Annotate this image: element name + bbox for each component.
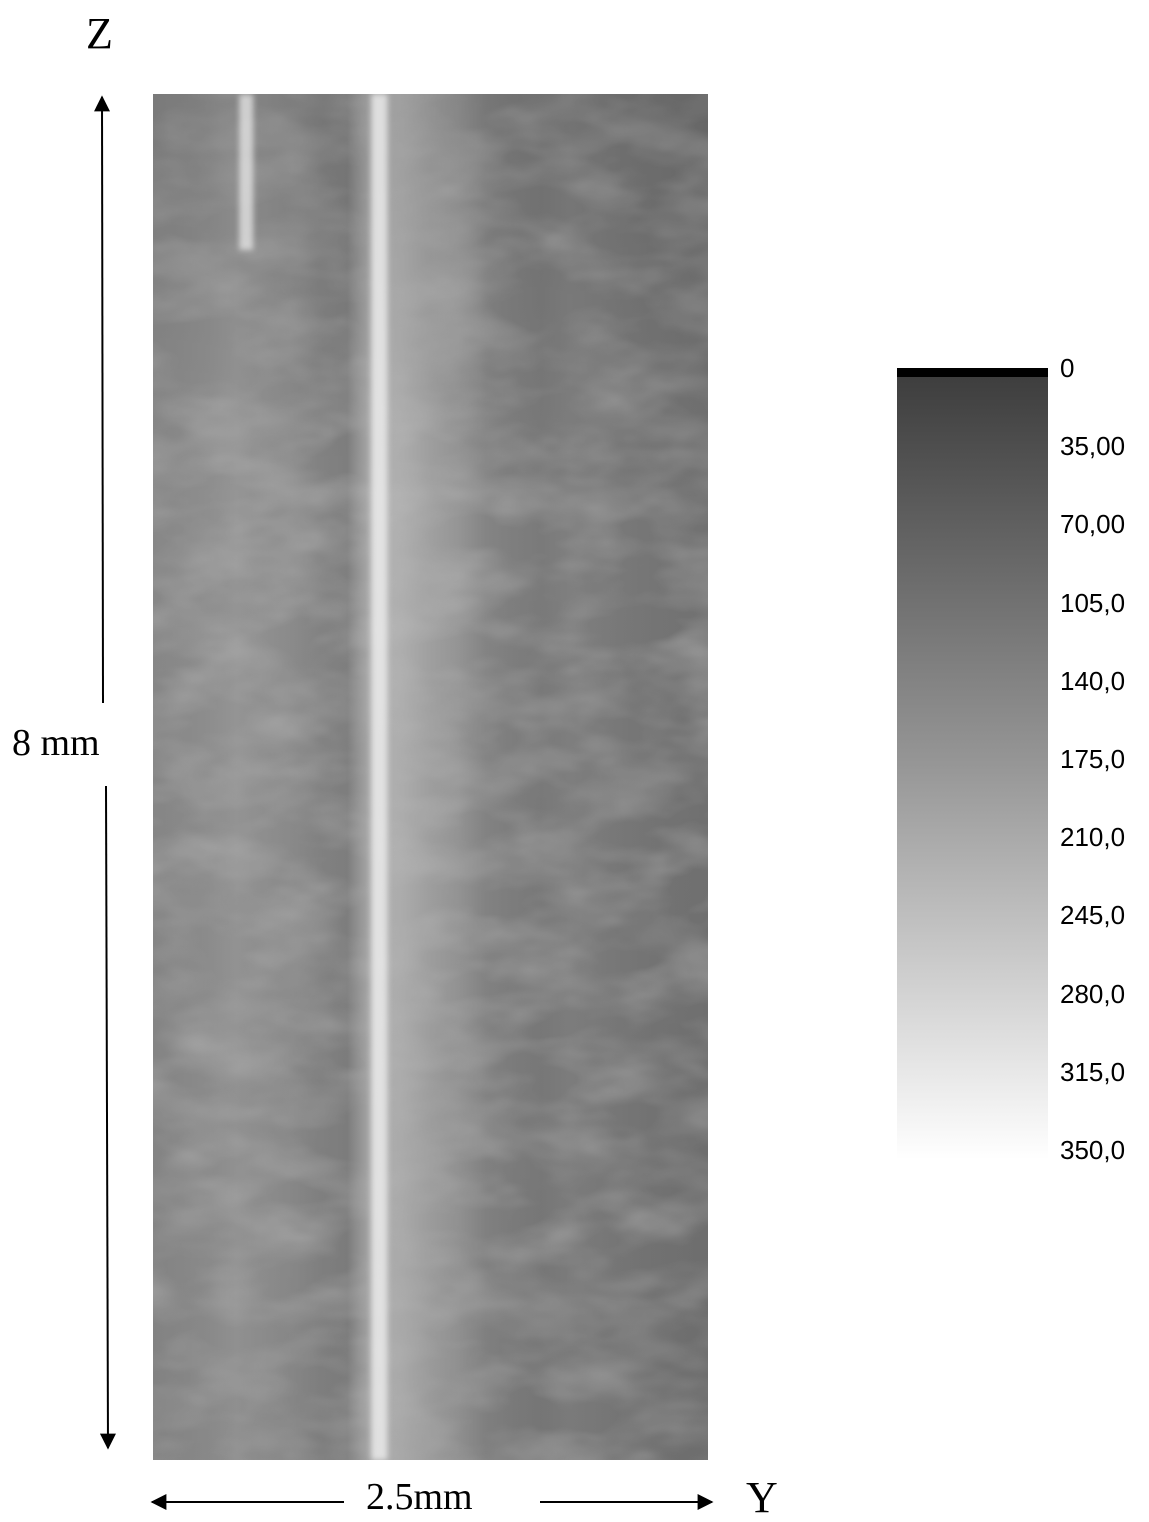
z-axis-letter: Z — [86, 9, 113, 58]
z-extent-label: 8 mm — [12, 722, 100, 764]
colorbar-tick-label: 105,0 — [1060, 587, 1126, 618]
z-dimension-arrow — [94, 95, 116, 1450]
colorbar-fill — [897, 368, 1048, 1160]
colorbar-tick-label: 245,0 — [1060, 900, 1126, 931]
colorbar-tick-label: 35,00 — [1060, 431, 1126, 462]
heatmap-streaks — [239, 94, 388, 1460]
colorbar-zero-band — [897, 368, 1048, 377]
heatmap-shading — [153, 94, 708, 1460]
y-axis-letter: Y — [746, 1473, 778, 1522]
y-extent-label: 2.5mm — [366, 1476, 473, 1518]
colorbar-tick-label: 70,00 — [1060, 509, 1126, 540]
colorbar-tick-label: 315,0 — [1060, 1056, 1126, 1087]
colorbar-tick-label: 0 — [1060, 353, 1075, 383]
colorbar-tick-label: 140,0 — [1060, 665, 1126, 696]
colorbar-tick-label: 175,0 — [1060, 744, 1126, 774]
bright-streak — [371, 94, 388, 1460]
colorbar — [897, 368, 1048, 1160]
secondary-streak — [239, 94, 254, 250]
heatmap-plot-area — [153, 94, 708, 1460]
colorbar-tick-label: 210,0 — [1060, 822, 1126, 853]
colorbar-tick-label: 280,0 — [1060, 978, 1126, 1009]
colorbar-tick-label: 350,0 — [1060, 1135, 1126, 1165]
